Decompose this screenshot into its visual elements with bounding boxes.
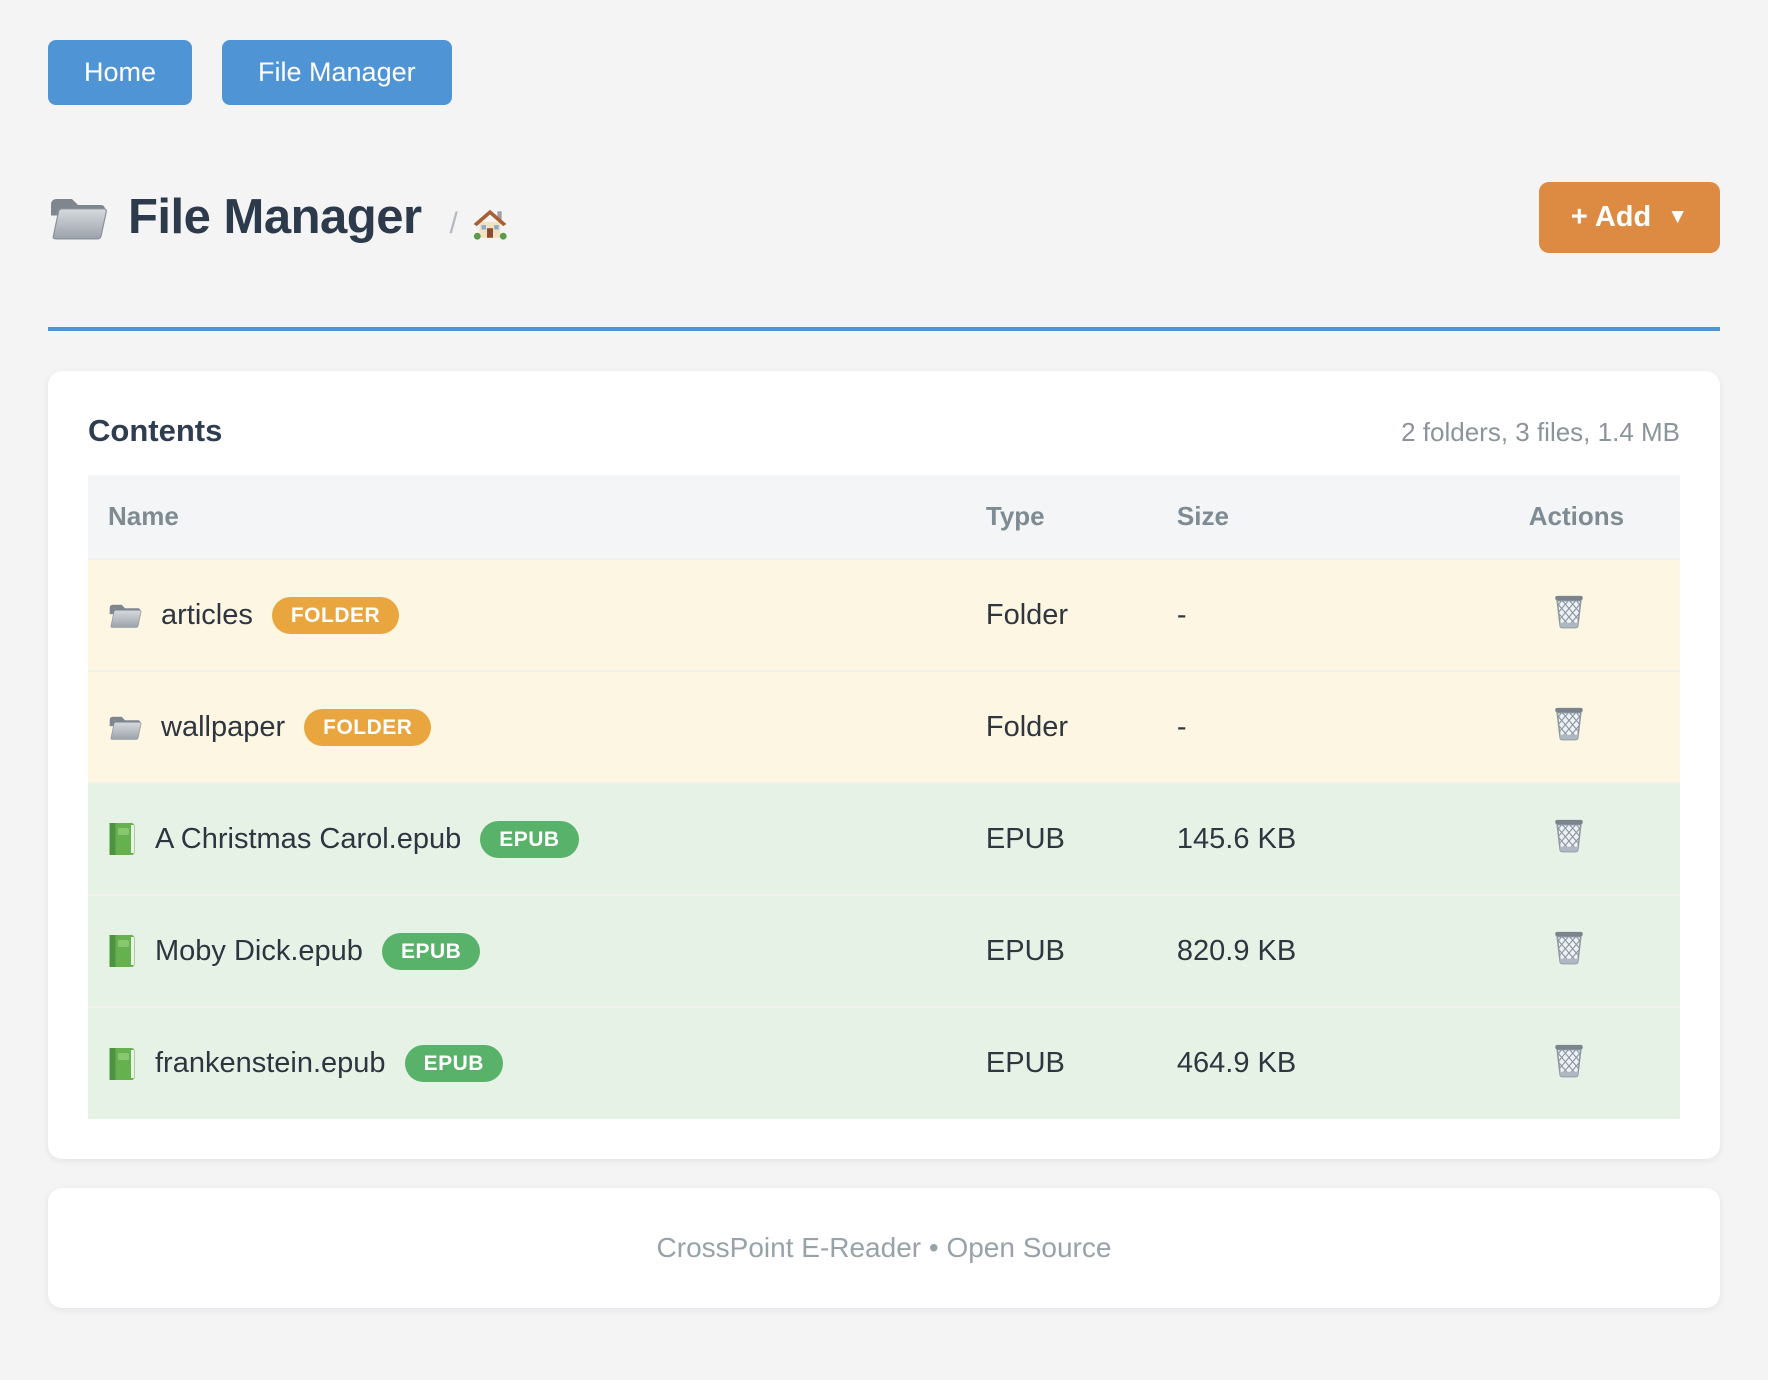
entry-name[interactable]: Moby Dick.epub bbox=[155, 934, 363, 967]
home-button[interactable]: Home bbox=[48, 40, 193, 105]
epub-badge: EPUB bbox=[381, 932, 481, 970]
table-row: articles FOLDER Folder - bbox=[88, 559, 1680, 671]
folder-icon bbox=[108, 713, 142, 741]
book-icon bbox=[108, 1047, 136, 1081]
footer: CrossPoint E-Reader • Open Source bbox=[48, 1188, 1720, 1308]
file-manager-page: Home File Manager File Manager / + Add ▼… bbox=[48, 40, 1720, 1308]
contents-card: Contents 2 folders, 3 files, 1.4 MB Name… bbox=[48, 371, 1720, 1159]
trash-icon bbox=[1552, 704, 1586, 742]
delete-button[interactable] bbox=[1552, 704, 1586, 742]
entry-name[interactable]: articles bbox=[161, 598, 253, 631]
entry-type: Folder bbox=[985, 710, 1069, 743]
column-header-size: Size bbox=[1176, 475, 1529, 559]
entry-name[interactable]: A Christmas Carol.epub bbox=[155, 822, 462, 855]
table-header-row: Name Type Size Actions bbox=[88, 475, 1680, 559]
table-row: frankenstein.epub EPUB EPUB 464.9 KB bbox=[88, 1007, 1680, 1119]
file-manager-button[interactable]: File Manager bbox=[222, 40, 452, 105]
entry-type: EPUB bbox=[985, 934, 1065, 967]
entry-size: 464.9 KB bbox=[1176, 1047, 1297, 1079]
entry-name[interactable]: frankenstein.epub bbox=[155, 1047, 386, 1079]
contents-summary: 2 folders, 3 files, 1.4 MB bbox=[1401, 417, 1680, 447]
epub-badge: EPUB bbox=[480, 820, 579, 858]
entry-size: 820.9 KB bbox=[1176, 934, 1297, 967]
epub-badge: EPUB bbox=[404, 1045, 503, 1082]
title-underline bbox=[48, 327, 1720, 331]
house-icon[interactable] bbox=[472, 207, 508, 241]
footer-text: CrossPoint E-Reader • Open Source bbox=[656, 1232, 1112, 1263]
entry-size: 145.6 KB bbox=[1176, 822, 1297, 855]
column-header-actions: Actions bbox=[1528, 475, 1680, 559]
add-button[interactable]: + Add ▼ bbox=[1538, 181, 1720, 253]
trash-icon bbox=[1552, 816, 1586, 854]
entry-type: EPUB bbox=[985, 1047, 1065, 1079]
file-table: Name Type Size Actions articles FOLDER bbox=[88, 475, 1680, 1119]
chevron-down-icon: ▼ bbox=[1667, 205, 1688, 228]
book-icon bbox=[108, 934, 136, 968]
trash-icon bbox=[1552, 928, 1586, 966]
table-row: Moby Dick.epub EPUB EPUB 820.9 KB bbox=[88, 895, 1680, 1007]
folder-badge: FOLDER bbox=[271, 596, 400, 634]
column-header-name: Name bbox=[88, 475, 986, 559]
folder-icon bbox=[108, 601, 142, 629]
table-row: wallpaper FOLDER Folder - bbox=[88, 671, 1680, 783]
entry-type: EPUB bbox=[985, 822, 1065, 855]
contents-heading: Contents bbox=[88, 413, 223, 448]
delete-button[interactable] bbox=[1552, 592, 1586, 630]
breadcrumb: / bbox=[450, 207, 508, 241]
trash-icon bbox=[1552, 1041, 1586, 1079]
column-header-type: Type bbox=[985, 475, 1177, 559]
entry-type: Folder bbox=[985, 598, 1069, 631]
book-icon bbox=[108, 822, 136, 856]
page-header: File Manager / + Add ▼ bbox=[48, 169, 1720, 265]
folder-icon bbox=[48, 193, 108, 241]
breadcrumb-separator: / bbox=[449, 207, 458, 240]
page-title: File Manager bbox=[128, 190, 422, 244]
delete-button[interactable] bbox=[1552, 928, 1586, 966]
table-row: A Christmas Carol.epub EPUB EPUB 145.6 K… bbox=[88, 783, 1680, 895]
entry-size: - bbox=[1176, 598, 1187, 631]
entry-name[interactable]: wallpaper bbox=[161, 710, 286, 743]
add-button-label: + Add bbox=[1570, 200, 1652, 233]
trash-icon bbox=[1552, 592, 1586, 630]
top-nav: Home File Manager bbox=[48, 40, 1720, 105]
folder-badge: FOLDER bbox=[304, 708, 432, 746]
contents-card-header: Contents 2 folders, 3 files, 1.4 MB bbox=[88, 413, 1680, 449]
entry-size: - bbox=[1176, 710, 1187, 743]
delete-button[interactable] bbox=[1552, 816, 1586, 854]
delete-button[interactable] bbox=[1552, 1041, 1586, 1079]
